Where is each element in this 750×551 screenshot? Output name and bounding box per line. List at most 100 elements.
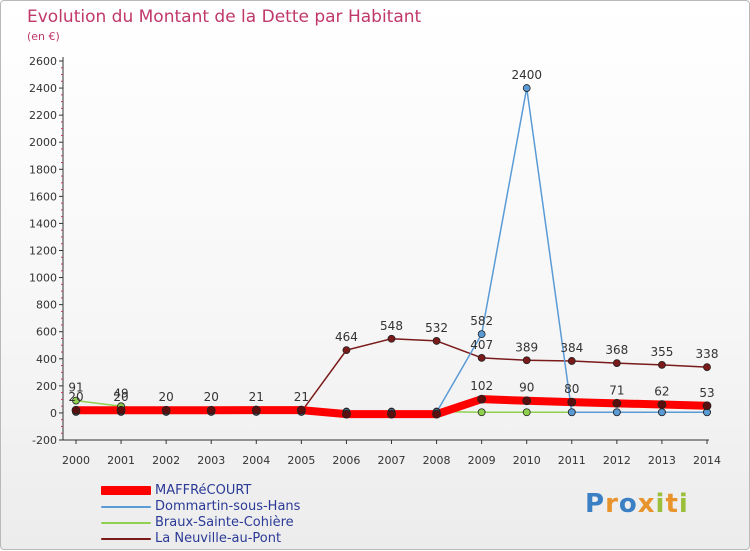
data-point <box>612 408 621 417</box>
data-point <box>702 401 712 411</box>
y-tick-label: 400 <box>36 353 57 366</box>
data-point <box>522 84 531 92</box>
data-point <box>71 405 81 415</box>
data-point <box>161 405 171 415</box>
legend-label-maffrecourt: MAFFRéCOURT <box>155 483 252 498</box>
data-point <box>522 356 531 365</box>
data-label: 49 <box>113 386 128 400</box>
data-label: 384 <box>560 341 583 355</box>
logo-letter: r <box>605 489 619 519</box>
data-point <box>387 334 396 343</box>
logo-letter: x <box>637 489 656 519</box>
logo-letter: t <box>665 489 679 519</box>
logo-letter: o <box>618 489 638 519</box>
data-label: 20 <box>113 390 128 404</box>
y-tick-label: -200 <box>32 434 57 447</box>
legend-label-dommartin: Dommartin-sous-Hans <box>155 499 301 514</box>
legend-label-braux: Braux-Sainte-Cohière <box>155 515 294 530</box>
data-point <box>432 409 441 419</box>
logo-letter: P <box>585 489 606 519</box>
data-label: 53 <box>699 386 714 400</box>
data-point <box>567 408 576 417</box>
data-label: 582 <box>470 314 493 328</box>
x-tick-label: 2003 <box>197 454 225 467</box>
data-point <box>658 360 666 369</box>
y-tick-label: 2600 <box>29 55 57 68</box>
data-label: 62 <box>654 385 669 399</box>
data-point <box>522 408 531 417</box>
data-label: 21 <box>294 390 309 404</box>
data-label: 464 <box>335 330 358 344</box>
y-tick-label: 2400 <box>29 82 57 95</box>
legend-swatch-la-neuville <box>101 538 151 540</box>
legend-swatch-braux <box>101 522 151 524</box>
data-label: 21 <box>249 390 264 404</box>
x-tick-label: 2011 <box>558 454 586 467</box>
legend-label-la-neuville: La Neuville-au-Pont <box>155 531 282 546</box>
legend-swatch-maffrecourt <box>101 486 151 495</box>
data-point <box>522 396 532 406</box>
x-tick-label: 2002 <box>152 454 180 467</box>
data-point <box>567 357 576 365</box>
data-label: 548 <box>380 319 403 333</box>
data-point <box>206 405 216 415</box>
data-label: 20 <box>68 390 83 404</box>
data-point <box>251 405 261 415</box>
x-tick-label: 2013 <box>648 454 676 467</box>
data-label: 90 <box>519 381 534 395</box>
data-point <box>703 363 711 372</box>
y-tick-label: 600 <box>36 326 57 339</box>
x-tick-label: 2001 <box>107 454 135 467</box>
x-tick-label: 2004 <box>242 454 270 467</box>
data-point <box>72 396 80 405</box>
data-label: 102 <box>470 379 493 393</box>
data-point <box>612 398 622 408</box>
x-tick-label: 2010 <box>513 454 541 467</box>
x-tick-label: 2014 <box>693 454 721 467</box>
x-tick-label: 2009 <box>468 454 496 467</box>
data-label: 20 <box>204 390 219 404</box>
data-point <box>477 330 486 339</box>
y-tick-label: 800 <box>36 299 57 312</box>
x-tick-label: 2006 <box>332 454 360 467</box>
data-point <box>342 346 351 355</box>
x-tick-label: 2007 <box>378 454 406 467</box>
data-label: 355 <box>650 345 673 359</box>
data-label: 80 <box>564 382 579 396</box>
data-point <box>612 359 621 368</box>
proxiti-logo: Proxiti <box>585 489 689 519</box>
y-tick-label: 1000 <box>29 272 57 285</box>
x-tick-label: 2005 <box>287 454 315 467</box>
data-point <box>477 408 486 417</box>
y-tick-label: 1600 <box>29 190 57 203</box>
y-tick-label: 200 <box>36 380 57 393</box>
y-tick-label: 2200 <box>29 109 57 122</box>
data-point <box>342 409 351 419</box>
data-label: 338 <box>696 347 719 361</box>
chart-title: Evolution du Montant de la Dette par Hab… <box>27 7 422 27</box>
data-point <box>567 397 577 407</box>
data-point <box>116 405 126 415</box>
y-tick-label: 1800 <box>29 163 57 176</box>
data-point <box>657 400 667 409</box>
y-tick-label: 1200 <box>29 245 57 258</box>
x-tick-label: 2008 <box>423 454 451 467</box>
data-label: 20 <box>159 390 174 404</box>
data-label: 71 <box>609 383 624 397</box>
logo-letter: i <box>655 489 666 519</box>
data-label: 532 <box>425 321 448 335</box>
data-point <box>477 394 487 404</box>
x-tick-label: 2012 <box>603 454 631 467</box>
legend-swatch-dommartin <box>101 506 151 508</box>
data-label: 389 <box>515 340 538 354</box>
data-label: 2400 <box>511 68 542 82</box>
y-tick-label: 1400 <box>29 217 57 230</box>
x-tick-label: 2000 <box>62 454 90 467</box>
y-tick-label: 2000 <box>29 136 57 149</box>
data-point <box>432 337 441 345</box>
data-label: 368 <box>605 343 628 357</box>
y-tick-label: 0 <box>50 407 57 420</box>
chart-unit: (en €) <box>27 30 60 43</box>
